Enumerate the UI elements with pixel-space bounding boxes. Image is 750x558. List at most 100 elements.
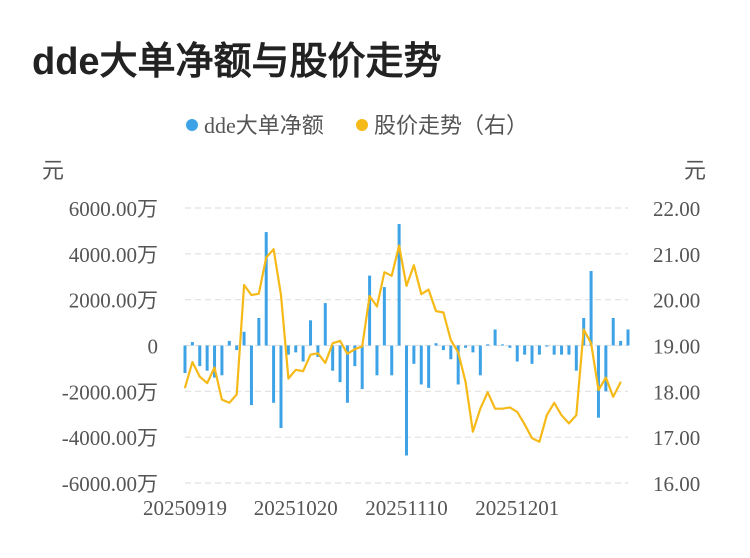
price-point — [376, 305, 378, 308]
bar — [626, 329, 630, 346]
bar — [235, 345, 239, 351]
bar — [227, 340, 231, 346]
price-point — [354, 348, 356, 350]
bar — [530, 345, 534, 364]
price-point — [258, 292, 260, 295]
price-point — [287, 377, 290, 380]
price-point — [346, 352, 349, 355]
price-point — [509, 406, 511, 409]
price-point — [538, 440, 541, 443]
chart-title: dde大单净额与股价走势 — [32, 41, 442, 83]
axes: -6000.00万 -4000.00万 -2000.00万 0 2000.00万 4000… — [62, 197, 701, 520]
bar — [434, 343, 438, 346]
bar — [412, 345, 416, 364]
price-point — [191, 361, 194, 363]
bar — [345, 345, 349, 403]
price-point — [486, 391, 489, 394]
price-point — [442, 311, 445, 314]
bar — [360, 345, 364, 390]
left-tick-label: -6000.00万 — [62, 472, 158, 496]
bar — [537, 345, 541, 355]
bar — [449, 345, 453, 360]
legend-marker-bar — [186, 119, 198, 131]
price-point — [590, 342, 592, 345]
price-point — [464, 381, 467, 383]
price-point — [331, 342, 334, 345]
price-point — [184, 386, 186, 389]
price-point — [568, 422, 570, 425]
price-point — [206, 382, 208, 384]
bar — [390, 345, 394, 376]
left-tick-label: 2000.00万 — [69, 289, 158, 313]
price-point — [516, 411, 519, 413]
right-tick-label: 21.00 — [653, 243, 700, 267]
price-point — [420, 293, 423, 295]
price-point — [553, 401, 555, 404]
price-point — [597, 389, 600, 391]
price-point — [228, 401, 231, 404]
bar — [589, 271, 593, 346]
price-point — [479, 407, 482, 410]
price-point — [472, 430, 474, 433]
price-point — [575, 414, 578, 416]
price-point — [309, 353, 312, 356]
bar — [515, 345, 519, 362]
bar — [286, 345, 290, 355]
left-tick-label: 6000.00万 — [69, 197, 158, 221]
price-point — [427, 288, 430, 291]
bar — [249, 345, 253, 406]
bar — [397, 224, 401, 346]
bar — [190, 342, 194, 346]
bar — [257, 318, 261, 346]
price-point — [272, 248, 275, 251]
x-tick-label: 20251201 — [475, 496, 559, 520]
bar — [213, 345, 217, 378]
bar — [493, 329, 497, 346]
line-series — [183, 244, 622, 443]
bar — [508, 345, 512, 348]
bar — [523, 345, 527, 355]
price-point — [560, 414, 563, 416]
bar — [464, 345, 468, 348]
bar — [323, 303, 327, 346]
left-tick-label: -2000.00万 — [62, 380, 158, 404]
price-point — [494, 407, 496, 410]
price-point — [198, 375, 201, 378]
price-point — [250, 294, 253, 296]
price-point — [457, 351, 459, 354]
left-tick-label: 4000.00万 — [69, 243, 158, 267]
price-point — [243, 284, 245, 286]
bar — [309, 320, 313, 346]
left-unit-label: 元 — [42, 158, 64, 183]
bar — [183, 345, 187, 373]
bar — [567, 345, 571, 355]
price-point — [361, 345, 364, 348]
price-point — [368, 295, 371, 297]
bar — [382, 287, 386, 346]
bar — [611, 318, 615, 346]
bar — [338, 345, 342, 383]
price-point — [501, 407, 504, 410]
price-point — [523, 423, 526, 426]
price-point — [213, 366, 216, 369]
bar — [353, 345, 357, 367]
right-tick-label: 19.00 — [653, 335, 700, 359]
price-point — [339, 340, 341, 342]
bar — [441, 345, 445, 351]
bar — [198, 345, 202, 367]
bar — [604, 345, 608, 392]
bar — [375, 345, 379, 376]
price-point — [302, 370, 304, 372]
bar — [331, 345, 335, 371]
price-point — [605, 376, 607, 379]
left-tick-label: -4000.00万 — [62, 426, 158, 450]
bar — [405, 345, 408, 456]
bar — [478, 345, 482, 376]
price-point — [294, 368, 297, 371]
price-point — [317, 352, 319, 355]
bar — [471, 345, 475, 353]
x-tick-label: 20251110 — [365, 496, 447, 520]
right-tick-label: 18.00 — [653, 380, 700, 404]
